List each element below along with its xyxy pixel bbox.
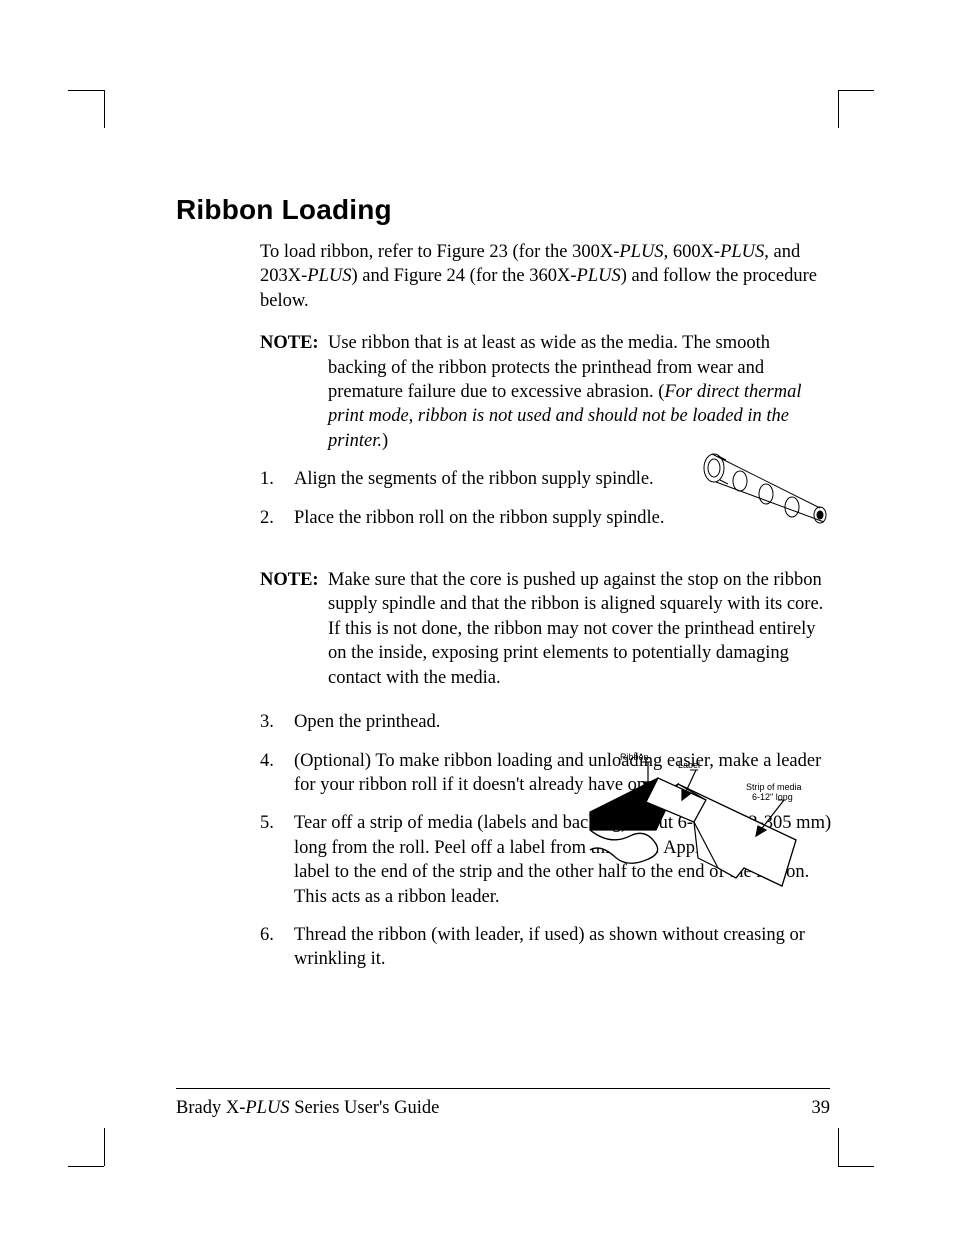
cropmark-bl-v (104, 1128, 105, 1166)
note-1: NOTE: Use ribbon that is at least as wid… (260, 331, 832, 453)
fig2-label-strip2: 6-12" long (752, 792, 793, 802)
fig2-label-label: Label (678, 760, 700, 770)
step-6-text: Thread the ribbon (with leader, if used)… (294, 923, 832, 972)
cropmark-br-h (838, 1166, 874, 1167)
footer-page-number: 39 (812, 1098, 831, 1119)
note-2: NOTE: Make sure that the core is pushed … (260, 568, 832, 690)
step-2-num: 2. (260, 506, 294, 530)
step-6: 6. Thread the ribbon (with leader, if us… (260, 923, 832, 972)
footer-left: Brady X-PLUS Series User's Guide (176, 1098, 439, 1119)
step-3-num: 3. (260, 710, 294, 734)
footer-left-pre: Brady X- (176, 1098, 245, 1118)
cropmark-tr-v (838, 90, 839, 128)
intro-model-3: PLUS (307, 266, 351, 286)
ribbon-leader-illustration: Ribbon Label Strip of media 6-12" long (586, 750, 832, 910)
note-2-label: NOTE: (260, 570, 319, 590)
intro-text-2: , 600X- (664, 242, 721, 262)
intro-text-4: ) and Figure 24 (for the 360X- (351, 266, 576, 286)
intro-paragraph: To load ribbon, refer to Figure 23 (for … (260, 240, 832, 313)
intro-model-4: PLUS (577, 266, 621, 286)
step-5-num: 5. (260, 811, 294, 909)
note-1-body-close: ) (382, 431, 388, 451)
footer-left-italic: PLUS (245, 1098, 289, 1118)
step-3: 3. Open the printhead. (260, 710, 832, 734)
step-1-num: 1. (260, 467, 294, 491)
fig2-label-strip1: Strip of media (746, 782, 802, 792)
cropmark-br-v (838, 1128, 839, 1166)
step-6-num: 6. (260, 923, 294, 972)
note-2-body: Make sure that the core is pushed up aga… (328, 570, 823, 688)
intro-model-1: PLUS (619, 242, 663, 262)
intro-model-2: PLUS (720, 242, 764, 262)
footer-rule (176, 1088, 830, 1089)
cropmark-tl-v (104, 90, 105, 128)
spindle-illustration (702, 450, 830, 530)
footer-left-post: Series User's Guide (290, 1098, 440, 1118)
step-4-num: 4. (260, 749, 294, 798)
step-3-text: Open the printhead. (294, 710, 832, 734)
fig2-label-ribbon: Ribbon (620, 752, 649, 762)
cropmark-tr-h (838, 90, 874, 91)
cropmark-tl-h (68, 90, 104, 91)
section-heading: Ribbon Loading (176, 194, 832, 226)
intro-text-1: To load ribbon, refer to Figure 23 (for … (260, 242, 619, 262)
note-1-label: NOTE: (260, 333, 319, 353)
page: Ribbon Loading To load ribbon, refer to … (0, 0, 954, 1235)
cropmark-bl-h (68, 1166, 104, 1167)
